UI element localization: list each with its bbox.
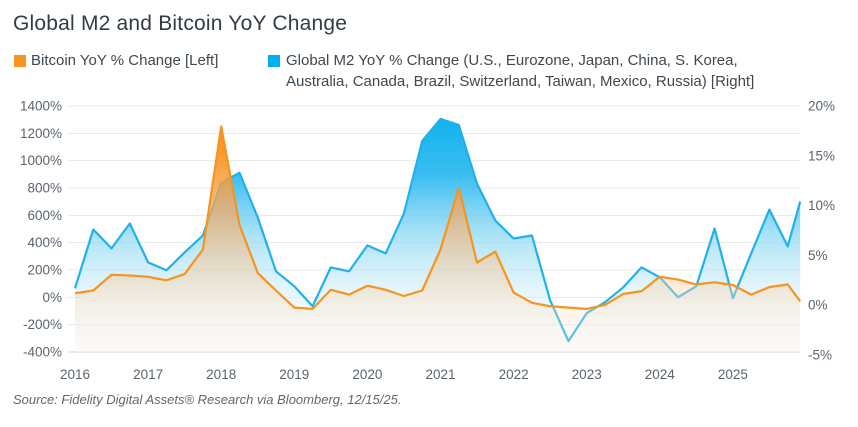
svg-text:1200%: 1200% bbox=[20, 126, 62, 141]
svg-text:2025: 2025 bbox=[718, 367, 748, 382]
svg-text:0%: 0% bbox=[808, 298, 828, 313]
svg-text:2019: 2019 bbox=[279, 367, 309, 382]
global-m2-legend-label: Global M2 YoY % Change (U.S., Eurozone, … bbox=[286, 50, 754, 92]
svg-text:-200%: -200% bbox=[23, 317, 62, 332]
svg-text:2024: 2024 bbox=[645, 367, 676, 382]
global-m2-legend-line2: Australia, Canada, Brazil, Switzerland, … bbox=[286, 73, 755, 90]
svg-text:2017: 2017 bbox=[133, 367, 163, 382]
svg-text:2016: 2016 bbox=[60, 367, 90, 382]
svg-text:15%: 15% bbox=[808, 148, 835, 163]
global-m2-legend-line1: Global M2 YoY % Change (U.S., Eurozone, … bbox=[286, 52, 738, 69]
svg-text:2023: 2023 bbox=[572, 367, 602, 382]
svg-text:10%: 10% bbox=[808, 198, 835, 213]
svg-text:800%: 800% bbox=[27, 181, 62, 196]
svg-text:2021: 2021 bbox=[425, 367, 455, 382]
svg-text:600%: 600% bbox=[27, 208, 62, 223]
svg-text:2020: 2020 bbox=[352, 367, 382, 382]
svg-text:2022: 2022 bbox=[499, 367, 529, 382]
bitcoin-legend-label: Bitcoin YoY % Change [Left] bbox=[31, 52, 219, 69]
bitcoin-area bbox=[75, 126, 801, 352]
svg-text:-5%: -5% bbox=[808, 348, 832, 363]
svg-text:1000%: 1000% bbox=[20, 153, 62, 168]
chart-title: Global M2 and Bitcoin YoY Change bbox=[13, 12, 348, 35]
svg-text:1400%: 1400% bbox=[20, 99, 62, 114]
svg-text:2018: 2018 bbox=[206, 367, 236, 382]
source-attribution: Source: Fidelity Digital Assets® Researc… bbox=[13, 392, 402, 407]
svg-text:-400%: -400% bbox=[23, 345, 62, 360]
bitcoin-legend-swatch-icon bbox=[14, 55, 26, 67]
svg-text:400%: 400% bbox=[27, 235, 62, 250]
svg-text:5%: 5% bbox=[808, 248, 828, 263]
bitcoin-line bbox=[74, 125, 802, 310]
svg-text:0%: 0% bbox=[42, 290, 62, 305]
svg-text:200%: 200% bbox=[27, 263, 62, 278]
svg-text:20%: 20% bbox=[808, 99, 835, 114]
global-m2-legend-swatch-icon bbox=[268, 55, 280, 67]
